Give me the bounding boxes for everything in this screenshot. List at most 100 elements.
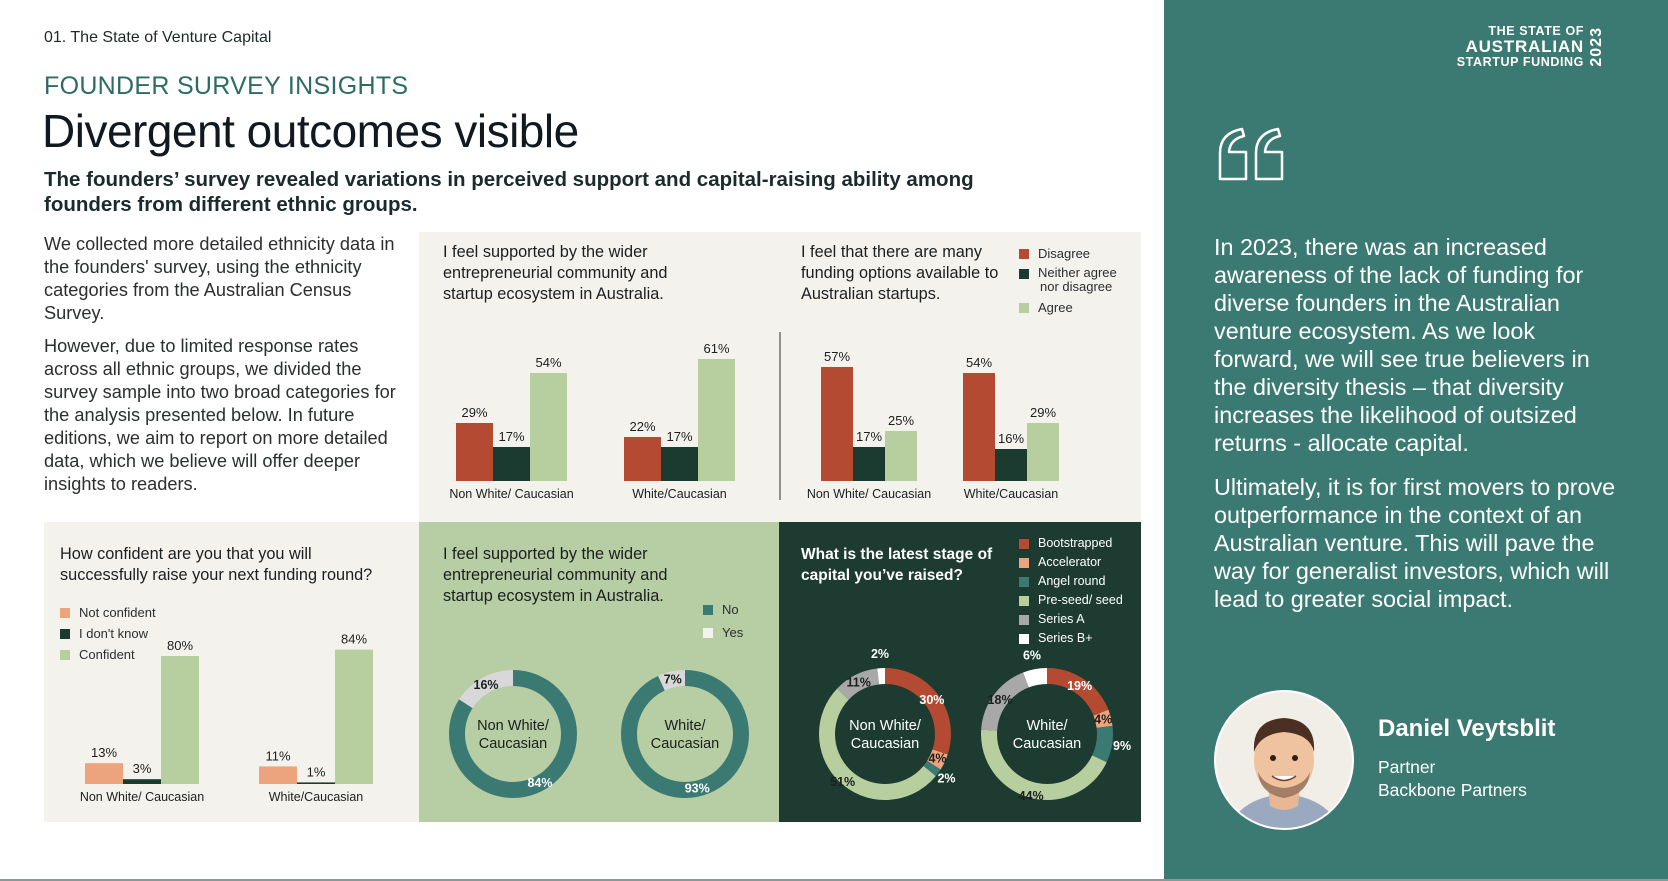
donut-slice bbox=[621, 670, 749, 798]
donut-value-label: 7% bbox=[664, 672, 682, 686]
bar-value-label: 17% bbox=[856, 429, 882, 444]
legend-item-confident: Confident bbox=[60, 647, 156, 662]
confidence-legend: Not confident I don't know Confident bbox=[60, 605, 156, 667]
quote-paragraph-1: In 2023, there was an increased awarenes… bbox=[1214, 234, 1590, 456]
legend-swatch-preseed bbox=[1019, 596, 1029, 606]
legend-item-not-confident: Not confident bbox=[60, 605, 156, 620]
donut-value-label: 93% bbox=[685, 782, 710, 796]
category-label: White/Caucasian bbox=[269, 790, 364, 804]
bar-value-label: 61% bbox=[703, 341, 729, 356]
donut-center-label: Non White/ bbox=[849, 718, 922, 734]
donut-value-label: 19% bbox=[1067, 679, 1092, 693]
bar-value-label: 29% bbox=[461, 405, 487, 420]
chart-title-supported-donut: I feel supported by the wider entreprene… bbox=[443, 545, 668, 605]
donut-value-label: 18% bbox=[988, 693, 1013, 707]
legend-item-preseed: Pre-seed/ seed bbox=[1019, 593, 1123, 607]
category-label: Non White/ Caucasian bbox=[80, 790, 204, 804]
legend-item-yes: Yes bbox=[703, 625, 743, 640]
stage-donut-charts: 30%4%2%51%11%2%Non White/Caucasian19%4%9… bbox=[819, 647, 1131, 803]
donut-center-label: Non White/ bbox=[477, 718, 550, 734]
legend-item-series-b: Series B+ bbox=[1019, 631, 1123, 645]
donut-value-label: 11% bbox=[846, 675, 870, 689]
bar-0-1 bbox=[123, 779, 161, 784]
agreement-bar-charts: 29% 17% 54% Non White/ Caucasian 22% 17% 61% Wh… bbox=[449, 332, 1059, 501]
legend-label: Confident bbox=[79, 647, 135, 662]
bar-1-2 bbox=[335, 649, 373, 784]
bar-value-label: 29% bbox=[1030, 405, 1056, 420]
brand-line-2: AUSTRALIAN bbox=[1465, 37, 1584, 56]
bar-value-label: 16% bbox=[998, 431, 1024, 446]
bar-value-label: 25% bbox=[888, 413, 914, 428]
donut-slice bbox=[621, 670, 749, 798]
legend-swatch-confident bbox=[60, 650, 70, 660]
bar-0-1 bbox=[493, 447, 530, 481]
donut-slice bbox=[981, 668, 1113, 800]
donut-value-label: 16% bbox=[474, 678, 499, 692]
bottom-divider bbox=[0, 879, 1668, 881]
confidence-bar-chart: 13% 3% 80% Non White/ Caucasian 11% 1% 84% Whit… bbox=[80, 632, 373, 804]
bar-0-2 bbox=[885, 431, 917, 481]
legend-label: Neither agree nor disagree bbox=[1038, 266, 1117, 294]
legend-swatch-neutral bbox=[1019, 269, 1029, 279]
chart-title-confidence: How confident are you that you will succ… bbox=[60, 545, 373, 584]
section-label: 01. The State of Venture Capital bbox=[44, 29, 272, 46]
bar-value-label: 54% bbox=[535, 355, 561, 370]
donut-value-label: 30% bbox=[919, 693, 944, 707]
legend-label: Accelerator bbox=[1038, 555, 1102, 569]
bar-value-label: 17% bbox=[498, 429, 524, 444]
person-company: Backbone Partners bbox=[1378, 780, 1527, 800]
donut-value-label: 4% bbox=[928, 752, 946, 766]
legend-label: Bootstrapped bbox=[1038, 536, 1113, 550]
page-title: Divergent outcomes visible bbox=[42, 105, 579, 157]
bar-value-label: 84% bbox=[341, 632, 367, 647]
category-label: White/Caucasian bbox=[964, 487, 1059, 501]
legend-swatch-series-b bbox=[1019, 634, 1029, 644]
legend-label: Yes bbox=[722, 625, 744, 640]
brand-line-1: THE STATE OF bbox=[1488, 24, 1584, 38]
intro-paragraph-1: We collected more detailed ethnicity dat… bbox=[44, 234, 395, 323]
bar-value-label: 13% bbox=[91, 745, 117, 760]
bar-1-0 bbox=[624, 437, 661, 481]
donut-center-label: Caucasian bbox=[651, 736, 720, 752]
legend-label: Series A bbox=[1038, 612, 1085, 626]
donut-center-label: White/ bbox=[1026, 718, 1068, 734]
support-donut-charts: 84% 16% Non White/Caucasian 93% 7% White/Cauc… bbox=[449, 670, 749, 798]
donut-slice bbox=[981, 668, 1113, 800]
legend-swatch-accelerator bbox=[1019, 558, 1029, 568]
donut-value-label: 51% bbox=[830, 775, 855, 789]
donut-center-label: Caucasian bbox=[479, 736, 548, 752]
donut-slice bbox=[819, 668, 951, 800]
legend-item-angel: Angel round bbox=[1019, 574, 1123, 588]
legend-swatch-series-a bbox=[1019, 615, 1029, 625]
legend-item-dont-know: I don't know bbox=[60, 626, 156, 641]
category-label: Non White/ Caucasian bbox=[807, 487, 931, 501]
quote-mark-icon bbox=[1218, 127, 1284, 181]
legend-swatch-not-confident bbox=[60, 608, 70, 618]
donut-value-label: 2% bbox=[871, 647, 889, 661]
bar-0-0 bbox=[821, 367, 853, 481]
legend-swatch-agree bbox=[1019, 303, 1029, 313]
legend-item-agree: Agree bbox=[1019, 300, 1117, 315]
bar-0-2 bbox=[530, 373, 567, 481]
legend-label: Pre-seed/ seed bbox=[1038, 593, 1123, 607]
stage-legend: Bootstrapped Accelerator Angel round Pre… bbox=[1019, 536, 1123, 650]
page-subtitle: The founders’ survey revealed variations… bbox=[44, 168, 974, 216]
bar-1-1 bbox=[661, 447, 698, 481]
donut-slice bbox=[449, 670, 577, 798]
donut-slice bbox=[981, 668, 1113, 800]
legend-label: Not confident bbox=[79, 605, 156, 620]
donut-value-label: 9% bbox=[1113, 739, 1131, 753]
bar-1-1 bbox=[995, 449, 1027, 481]
support-donut-panel: I feel supported by the wider entreprene… bbox=[419, 522, 779, 822]
donut-center-label: White/ bbox=[664, 718, 706, 734]
donut-value-label: 84% bbox=[527, 776, 552, 790]
agreement-legend: Disagree Neither agree nor disagree Agree bbox=[1019, 246, 1117, 320]
category-label: White/Caucasian bbox=[632, 487, 727, 501]
legend-item-disagree: Disagree bbox=[1019, 246, 1117, 261]
category-label: Non White/ Caucasian bbox=[449, 487, 573, 501]
legend-swatch-no bbox=[703, 605, 713, 615]
legend-item-series-a: Series A bbox=[1019, 612, 1123, 626]
legend-label: Disagree bbox=[1038, 246, 1091, 261]
bar-value-label: 54% bbox=[966, 355, 992, 370]
legend-swatch-disagree bbox=[1019, 249, 1029, 259]
